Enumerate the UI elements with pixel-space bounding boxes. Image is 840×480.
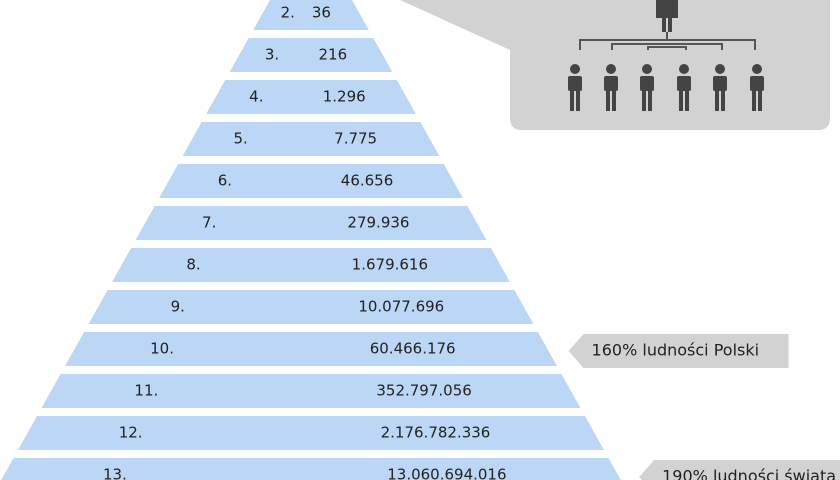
level-label: 5.	[233, 130, 247, 148]
level-label: 12.	[119, 424, 143, 442]
person-head	[679, 64, 689, 74]
level-label: 10.	[150, 340, 174, 358]
level-label: 11.	[134, 382, 158, 400]
level-label: 3.	[265, 46, 279, 64]
person-leg	[752, 91, 756, 111]
person-body	[677, 76, 691, 91]
count-label: 46.656	[341, 172, 394, 190]
callout-text: 160% ludności Polski	[592, 341, 760, 360]
person-leg	[648, 91, 652, 111]
level-label: 2.	[281, 4, 295, 22]
person-body	[640, 76, 654, 91]
count-label: 352.797.056	[376, 382, 471, 400]
person-body	[750, 76, 764, 91]
person-leg	[570, 91, 574, 111]
count-label: 13.060.694.016	[387, 466, 506, 480]
count-label: 60.466.176	[370, 340, 456, 358]
callout-box	[568, 334, 789, 368]
person-leg	[758, 91, 762, 111]
pyramid-row	[253, 0, 369, 30]
person-leg	[715, 91, 719, 111]
count-label: 216	[319, 46, 348, 64]
pyramid-row	[135, 206, 487, 240]
pyramid-row	[206, 80, 416, 114]
pyramid-row	[182, 122, 440, 156]
level-label: 7.	[202, 214, 216, 232]
person-leg	[606, 91, 610, 111]
level-label: 13.	[103, 466, 127, 480]
count-label: 1.296	[323, 88, 366, 106]
count-label: 7.775	[334, 130, 377, 148]
callout-box	[639, 460, 840, 480]
pyramid-row	[18, 416, 604, 450]
person-head	[606, 64, 616, 74]
level-label: 9.	[171, 298, 185, 316]
person-leg	[612, 91, 616, 111]
person-head	[715, 64, 725, 74]
level-label: 6.	[218, 172, 232, 190]
person-head	[570, 64, 580, 74]
person-leg	[685, 91, 689, 111]
pyramid-row	[41, 374, 581, 408]
person-body	[713, 76, 727, 91]
level-label: 4.	[249, 88, 263, 106]
count-label: 36	[312, 4, 331, 22]
person-body	[568, 76, 582, 91]
pyramid-row	[229, 38, 393, 72]
person-body	[604, 76, 618, 91]
pyramid-row	[65, 332, 557, 366]
count-label: 2.176.782.336	[381, 424, 491, 442]
pyramid-row	[88, 290, 534, 324]
hierarchy-bubble	[400, 0, 830, 130]
pyramid-row	[1, 458, 621, 480]
person-leg	[679, 91, 683, 111]
person-leg	[721, 91, 725, 111]
person-head	[752, 64, 762, 74]
person-head	[642, 64, 652, 74]
count-label: 279.936	[347, 214, 409, 232]
person-leg	[576, 91, 580, 111]
person-leg	[642, 91, 646, 111]
callout-text: 190% ludności świata	[662, 467, 836, 480]
count-label: 10.077.696	[358, 298, 444, 316]
level-label: 8.	[186, 256, 200, 274]
pyramid-row	[112, 248, 510, 282]
pyramid-row	[159, 164, 463, 198]
count-label: 1.679.616	[352, 256, 428, 274]
